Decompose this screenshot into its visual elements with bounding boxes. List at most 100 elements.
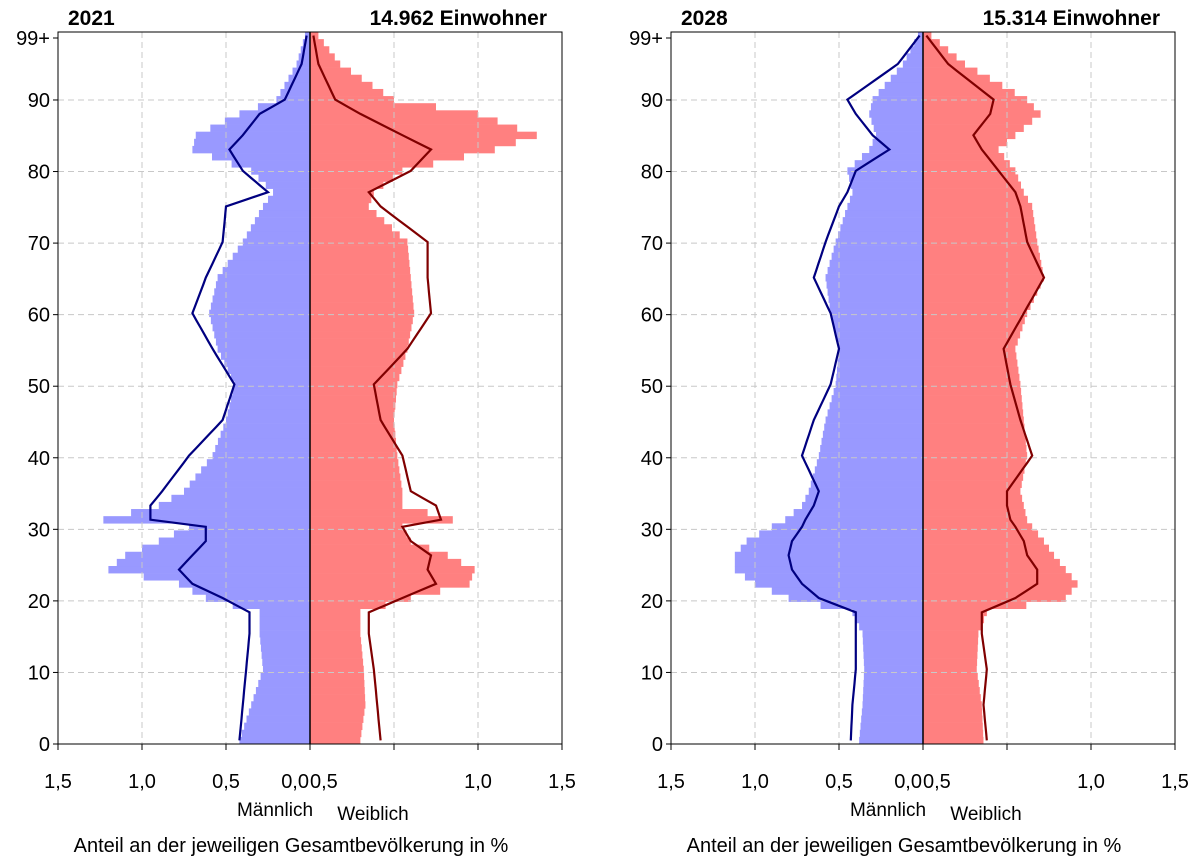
male-bar xyxy=(829,402,923,410)
male-bar xyxy=(246,715,310,723)
male-bar xyxy=(744,573,923,581)
male-bar xyxy=(863,644,923,652)
female-bar xyxy=(310,160,434,168)
female-bar xyxy=(923,373,1020,382)
male-bar xyxy=(835,238,923,246)
male-bar xyxy=(870,103,923,111)
female-bar xyxy=(310,131,537,140)
male-bar xyxy=(860,722,923,731)
male-bar xyxy=(746,537,923,545)
male-bar xyxy=(785,516,923,524)
x-tick-label: 1,5 xyxy=(548,771,576,793)
male-bar xyxy=(910,46,923,54)
male-bar xyxy=(184,487,310,496)
male-bar xyxy=(212,295,310,303)
male-bar xyxy=(917,32,923,40)
male-bar xyxy=(827,266,923,275)
female-bar xyxy=(923,53,957,61)
male-bar xyxy=(215,338,310,346)
male-bar xyxy=(872,138,923,147)
female-bar xyxy=(923,103,1034,111)
male-bar xyxy=(906,53,923,61)
male-bar xyxy=(914,39,923,47)
female-bar xyxy=(310,523,403,531)
female-bar xyxy=(923,217,1035,225)
male-bar xyxy=(859,622,923,631)
female-bar xyxy=(310,580,470,588)
female-bar xyxy=(310,67,351,76)
male-bar xyxy=(836,366,923,375)
male-bar xyxy=(829,259,923,268)
male-bar xyxy=(300,46,310,54)
male-bar xyxy=(224,117,310,125)
male-bar xyxy=(863,651,923,659)
population-label: 15.314 Einwohner xyxy=(983,7,1160,30)
female-bar xyxy=(310,338,409,346)
y-tick-label: 20 xyxy=(641,591,663,613)
female-bar xyxy=(923,430,1026,439)
male-bar xyxy=(830,309,923,318)
male-bar xyxy=(242,238,310,246)
male-bar xyxy=(273,188,310,197)
female-bar xyxy=(923,409,1024,417)
male-bar xyxy=(862,701,923,709)
female-bar xyxy=(310,323,412,332)
male-bar xyxy=(189,480,310,488)
female-bar xyxy=(310,181,384,189)
male-bar xyxy=(854,160,923,168)
x-tick-label: 1,0 xyxy=(741,771,769,793)
female-bar xyxy=(923,658,978,666)
female-comparison-line xyxy=(312,35,443,741)
male-bar xyxy=(259,622,310,631)
male-bar xyxy=(262,202,310,211)
male-bar xyxy=(251,167,310,175)
male-bar xyxy=(258,679,310,688)
male-bar xyxy=(158,537,310,545)
female-bar xyxy=(310,573,473,581)
female-bar xyxy=(310,679,365,688)
y-tick-label: 0 xyxy=(652,734,663,756)
male-bar xyxy=(875,131,923,140)
male-bar xyxy=(214,331,310,339)
male-bar xyxy=(808,487,923,496)
male-bar xyxy=(220,430,310,439)
female-bar xyxy=(310,715,364,723)
female-bar xyxy=(310,274,411,282)
female-bar xyxy=(310,630,361,638)
male-bar xyxy=(261,651,310,659)
female-bar xyxy=(310,587,441,595)
female-bar xyxy=(923,494,1023,503)
male-bar xyxy=(215,444,310,453)
female-bar xyxy=(923,679,979,688)
female-bar xyxy=(923,338,1018,346)
male-bar xyxy=(826,281,923,289)
male-bar xyxy=(849,195,923,204)
female-bar xyxy=(923,694,981,702)
female-bar xyxy=(923,509,1026,517)
female-bar xyxy=(310,167,403,175)
male-bar xyxy=(771,523,923,531)
female-bar xyxy=(923,388,1022,396)
male-bar xyxy=(234,380,310,389)
male-bar xyxy=(223,423,310,432)
male-bar xyxy=(825,416,923,424)
female-bar xyxy=(310,672,365,681)
female-bar xyxy=(310,509,428,517)
female-bar xyxy=(923,687,980,695)
female-bar xyxy=(923,615,985,624)
female-bar xyxy=(310,74,362,83)
female-bar xyxy=(923,74,990,83)
male-bar xyxy=(837,359,923,367)
male-bar xyxy=(890,74,923,83)
male-bar xyxy=(822,430,923,439)
male-bar xyxy=(298,53,310,61)
male-bar xyxy=(116,558,310,567)
male-bar xyxy=(227,259,310,268)
female-bar xyxy=(310,437,397,446)
female-bar xyxy=(310,694,366,702)
male-bar xyxy=(837,338,923,346)
male-comparison-line xyxy=(787,34,921,741)
female-bar xyxy=(310,537,411,545)
x-tick-label: 1,0 xyxy=(128,771,156,793)
male-bar xyxy=(231,373,310,382)
